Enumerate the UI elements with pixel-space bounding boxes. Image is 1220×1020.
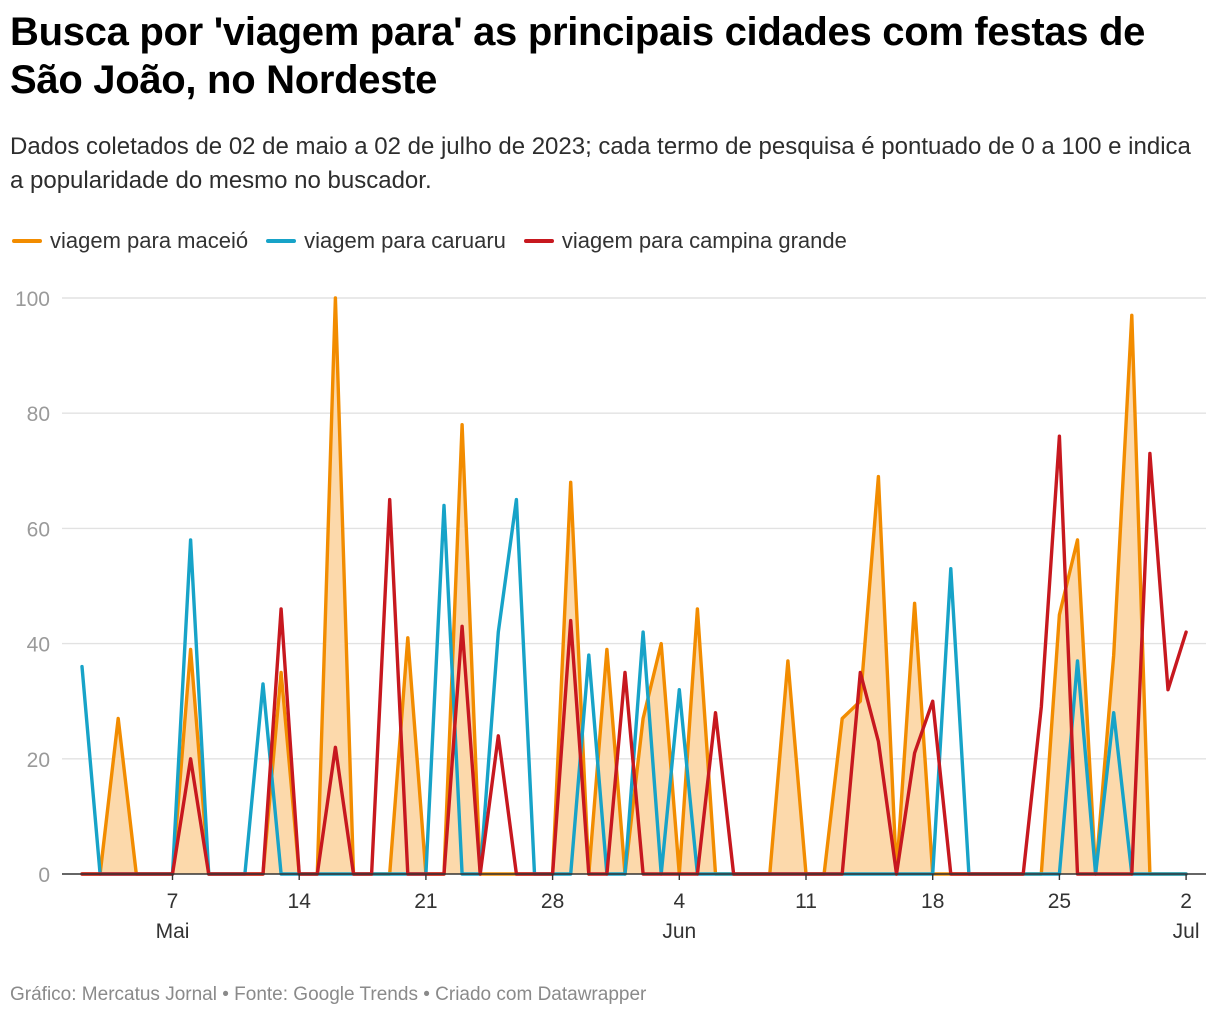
legend-item-campina-grande: viagem para campina grande [523, 228, 847, 254]
x-tick-month-label: Jun [662, 920, 696, 943]
x-tick-label: 14 [288, 890, 312, 913]
chart-subtitle: Dados coletados de 02 de maio a 02 de ju… [10, 133, 1191, 194]
x-tick-label: 18 [921, 890, 944, 913]
y-gridlines: 0 20 40 60 80 100 [15, 288, 1206, 887]
legend-swatch-campina-grande [523, 239, 554, 243]
x-axis-ticks: 7 Mai 14 21 28 4 Jun 11 18 25 2 Jul [156, 874, 1200, 943]
x-tick-label: 4 [673, 890, 685, 913]
y-tick-label: 100 [15, 288, 50, 311]
maceio-area-fill [82, 298, 1187, 874]
legend-label-campina-grande: viagem para campina grande [561, 228, 847, 253]
line-chart: 0 20 40 60 80 100 7 Mai 14 21 28 4 Jun 11 18 25 2 Jul [15, 288, 1206, 943]
legend-label-caruaru: viagem para caruaru [304, 228, 506, 253]
chart-footer: Gráfico: Mercatus Jornal • Fonte: Google… [10, 984, 647, 1005]
x-tick-label: 21 [414, 890, 437, 913]
y-tick-label: 40 [27, 634, 50, 657]
y-tick-label: 0 [38, 864, 50, 887]
x-tick-label: 28 [541, 890, 564, 913]
y-tick-label: 20 [27, 749, 50, 772]
legend: viagem para maceió viagem para caruaru v… [12, 226, 865, 256]
legend-swatch-maceio [12, 239, 42, 243]
legend-item-caruaru: viagem para caruaru [266, 228, 506, 254]
x-tick-label: 11 [795, 890, 817, 913]
x-tick-month-label: Mai [156, 920, 190, 943]
x-tick-label: 25 [1048, 890, 1071, 913]
x-tick-month-label: Jul [1173, 920, 1200, 943]
legend-swatch-caruaru [266, 239, 297, 243]
chart-title: Busca por 'viagem para' as principais ci… [10, 10, 1146, 102]
legend-label-maceio: viagem para maceió [50, 228, 249, 253]
y-tick-label: 80 [27, 403, 50, 426]
x-tick-label: 2 [1180, 890, 1192, 913]
y-tick-label: 60 [27, 518, 50, 541]
x-tick-label: 7 [167, 890, 179, 913]
legend-item-maceio: viagem para maceió [12, 228, 248, 254]
